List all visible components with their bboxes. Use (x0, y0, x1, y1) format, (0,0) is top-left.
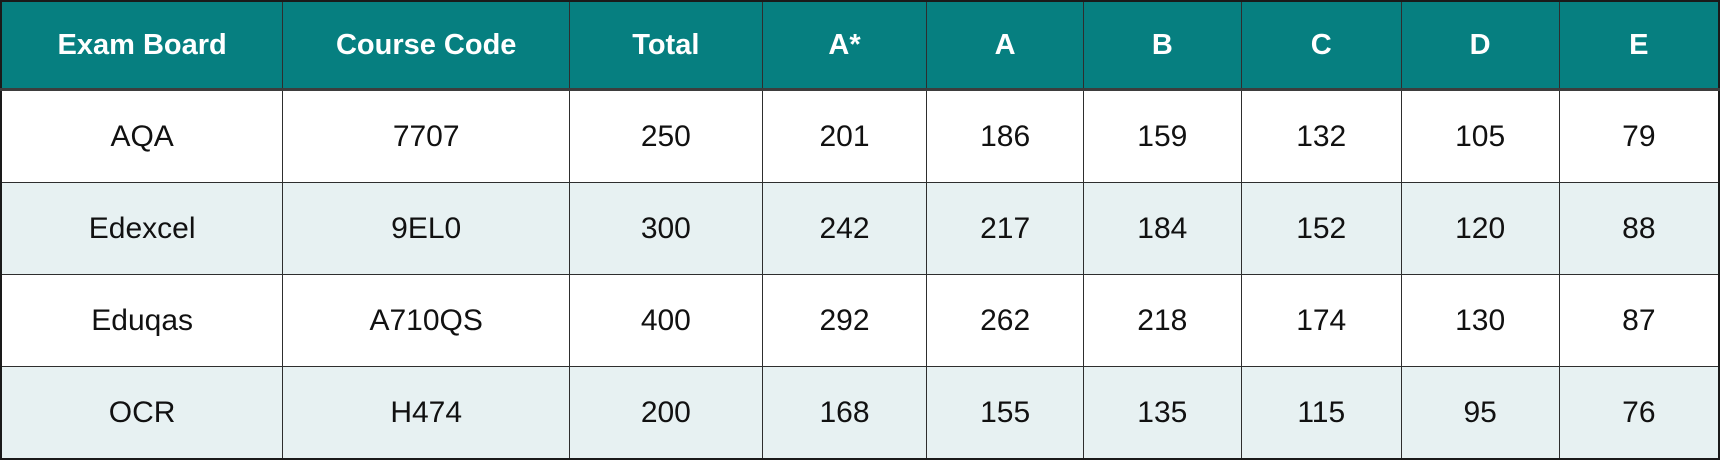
cell-c: 132 (1240, 89, 1402, 183)
cell-a-star: 168 (761, 366, 928, 460)
cell-exam-board: OCR (0, 366, 284, 460)
cell-d: 130 (1400, 274, 1560, 367)
cell-c: 115 (1240, 366, 1402, 460)
cell-b: 159 (1082, 89, 1242, 183)
table-body: AQA 7707 250 201 186 159 132 105 79 Edex… (0, 89, 1720, 460)
cell-course-code: 9EL0 (282, 182, 571, 275)
cell-total: 250 (569, 89, 763, 183)
table-row-edexcel: Edexcel 9EL0 300 242 217 184 152 120 88 (0, 182, 1720, 275)
header-cell-a-star: A* (761, 0, 928, 91)
cell-exam-board: Edexcel (0, 182, 284, 275)
cell-course-code: 7707 (282, 89, 571, 183)
cell-a: 262 (926, 274, 1084, 367)
header-row: Exam Board Course Code Total A* A B C D … (0, 0, 1720, 91)
cell-b: 135 (1082, 366, 1242, 460)
cell-b: 218 (1082, 274, 1242, 367)
table-header: Exam Board Course Code Total A* A B C D … (0, 0, 1720, 91)
cell-a: 155 (926, 366, 1084, 460)
cell-total: 200 (569, 366, 763, 460)
cell-c: 174 (1240, 274, 1402, 367)
cell-exam-board: AQA (0, 89, 284, 183)
cell-b: 184 (1082, 182, 1242, 275)
cell-e: 88 (1558, 182, 1720, 275)
header-cell-course-code: Course Code (282, 0, 571, 91)
header-cell-c: C (1240, 0, 1402, 91)
header-cell-a: A (926, 0, 1084, 91)
cell-a: 186 (926, 89, 1084, 183)
cell-d: 120 (1400, 182, 1560, 275)
cell-a: 217 (926, 182, 1084, 275)
cell-total: 400 (569, 274, 763, 367)
cell-total: 300 (569, 182, 763, 275)
header-cell-b: B (1082, 0, 1242, 91)
table-row-ocr: OCR H474 200 168 155 135 115 95 76 (0, 366, 1720, 460)
cell-exam-board: Eduqas (0, 274, 284, 367)
header-cell-d: D (1400, 0, 1560, 91)
cell-course-code: H474 (282, 366, 571, 460)
cell-course-code: A710QS (282, 274, 571, 367)
header-cell-e: E (1558, 0, 1720, 91)
header-cell-total: Total (569, 0, 763, 91)
cell-d: 95 (1400, 366, 1560, 460)
cell-d: 105 (1400, 89, 1560, 183)
cell-a-star: 201 (761, 89, 928, 183)
table-row-eduqas: Eduqas A710QS 400 292 262 218 174 130 87 (0, 274, 1720, 367)
cell-a-star: 292 (761, 274, 928, 367)
header-cell-exam-board: Exam Board (0, 0, 284, 91)
cell-e: 87 (1558, 274, 1720, 367)
cell-e: 76 (1558, 366, 1720, 460)
table-row-aqa: AQA 7707 250 201 186 159 132 105 79 (0, 89, 1720, 183)
cell-e: 79 (1558, 89, 1720, 183)
cell-c: 152 (1240, 182, 1402, 275)
cell-a-star: 242 (761, 182, 928, 275)
